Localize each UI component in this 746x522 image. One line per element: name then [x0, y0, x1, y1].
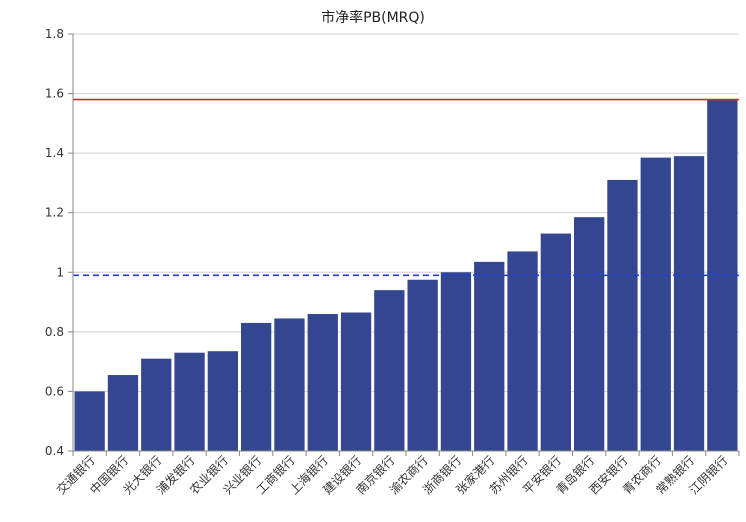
axes — [72, 34, 740, 456]
bar — [307, 313, 338, 451]
bar — [540, 233, 571, 451]
bar — [407, 279, 438, 451]
y-tick-label: 1.2 — [45, 206, 64, 220]
bar — [607, 179, 638, 451]
bar — [74, 391, 105, 451]
bar — [440, 272, 472, 451]
bar — [673, 156, 705, 451]
y-axis-ticks: 0.4 0.6 0.8 1 1.2 1.4 1.6 1.8 — [45, 27, 73, 458]
chart-title: 市净率PB(MRQ) — [321, 9, 425, 26]
bar — [107, 375, 139, 451]
bar — [374, 290, 405, 451]
y-tick-label: 0.4 — [45, 444, 64, 458]
y-tick-label: 1.4 — [45, 146, 64, 160]
x-axis-labels: 交通银行中国银行光大银行浦发银行农业银行兴业银行工商银行上海银行建设银行南京银行… — [53, 453, 730, 498]
grid-lines — [73, 33, 739, 452]
reference-lines — [73, 98, 739, 277]
y-tick-label: 1 — [56, 265, 64, 279]
bar — [640, 157, 671, 451]
bars — [74, 99, 738, 452]
bar — [574, 217, 605, 451]
y-tick-label: 0.6 — [45, 384, 64, 398]
bar — [707, 99, 738, 452]
y-tick-label: 1.8 — [45, 27, 64, 41]
y-tick-label: 0.8 — [45, 325, 64, 339]
bar — [274, 318, 305, 451]
y-tick-label: 1.6 — [45, 87, 64, 101]
bar — [174, 352, 205, 451]
bar — [340, 312, 372, 451]
bar — [507, 251, 538, 451]
bar — [474, 261, 505, 451]
bar — [241, 322, 272, 451]
bar — [141, 358, 172, 451]
bar — [207, 351, 238, 451]
